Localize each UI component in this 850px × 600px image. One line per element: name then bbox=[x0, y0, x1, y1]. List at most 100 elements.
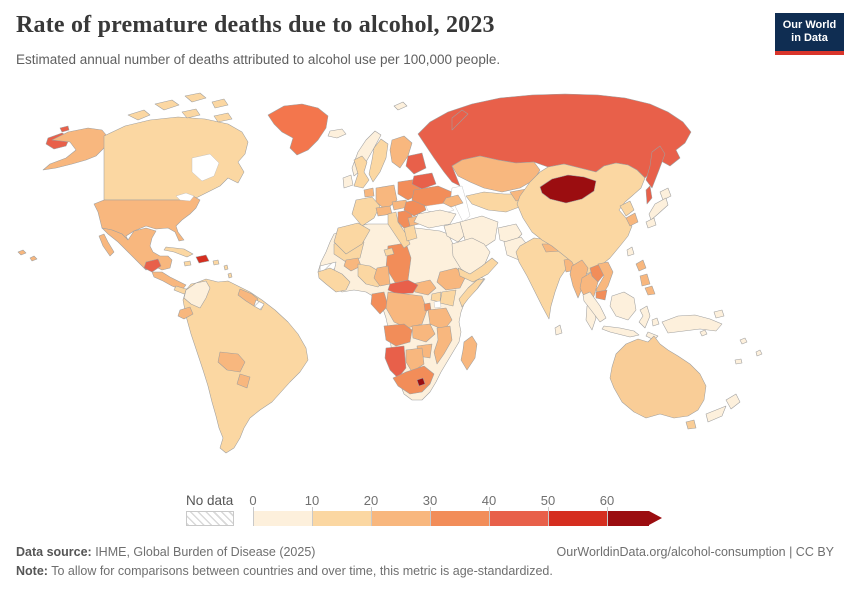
region-taiwan[interactable] bbox=[626, 246, 635, 257]
region-sri-lanka[interactable] bbox=[554, 324, 563, 336]
legend-bin-20-30[interactable] bbox=[371, 511, 430, 526]
region-svalbard[interactable] bbox=[393, 101, 408, 111]
region-iberia[interactable] bbox=[333, 222, 371, 255]
region-canada-arctic[interactable] bbox=[213, 112, 233, 123]
region-yemen-oman[interactable] bbox=[457, 257, 499, 283]
region-hawaii[interactable] bbox=[29, 255, 38, 262]
region-canada-arctic[interactable] bbox=[154, 99, 180, 111]
region-indonesia-java[interactable] bbox=[601, 325, 640, 338]
legend-bin-60-plus[interactable] bbox=[607, 511, 649, 526]
region-central-african-republic[interactable] bbox=[387, 279, 419, 295]
region-canada[interactable] bbox=[103, 116, 249, 201]
region-japan-kyushu[interactable] bbox=[645, 217, 657, 229]
region-japan-hokkaido[interactable] bbox=[659, 187, 672, 201]
region-hispaniola[interactable] bbox=[195, 254, 210, 264]
region-drc[interactable] bbox=[385, 291, 428, 329]
region-new-zealand-south[interactable] bbox=[705, 405, 727, 423]
region-madagascar[interactable] bbox=[460, 335, 478, 371]
region-caucasus[interactable] bbox=[442, 194, 464, 208]
region-burkina-faso[interactable] bbox=[343, 257, 362, 272]
region-united-kingdom[interactable] bbox=[353, 155, 370, 189]
region-canada-arctic[interactable] bbox=[181, 108, 201, 119]
region-guatemala[interactable] bbox=[143, 258, 162, 273]
region-tanzania[interactable] bbox=[427, 307, 453, 331]
region-antilles[interactable] bbox=[227, 272, 233, 279]
region-south-africa[interactable] bbox=[392, 365, 435, 395]
legend-bin-10-20[interactable] bbox=[312, 511, 371, 526]
region-hawaii[interactable] bbox=[17, 249, 27, 256]
legend-bin-40-50[interactable] bbox=[489, 511, 548, 526]
region-turkey[interactable] bbox=[413, 209, 457, 229]
region-myanmar[interactable] bbox=[569, 259, 589, 299]
owid-logo[interactable]: Our World in Data bbox=[775, 13, 844, 55]
region-south-america[interactable] bbox=[182, 278, 309, 454]
region-new-zealand-north[interactable] bbox=[725, 393, 741, 410]
region-cameroon[interactable] bbox=[373, 265, 391, 287]
region-cuba[interactable] bbox=[163, 246, 194, 258]
region-pacific-islands[interactable] bbox=[755, 349, 763, 357]
region-japan-honshu[interactable] bbox=[648, 197, 669, 221]
region-gabon-congo[interactable] bbox=[370, 291, 389, 315]
region-mongolia[interactable] bbox=[539, 174, 597, 204]
region-indonesia-borneo[interactable] bbox=[609, 291, 637, 321]
no-data-swatch[interactable] bbox=[186, 511, 234, 526]
region-zambia[interactable] bbox=[411, 323, 436, 343]
region-somalia[interactable] bbox=[458, 278, 485, 308]
legend-bin-50-60[interactable] bbox=[548, 511, 607, 526]
legend-bin-30-40[interactable] bbox=[430, 511, 489, 526]
region-antilles[interactable] bbox=[223, 264, 229, 271]
region-belarus[interactable] bbox=[411, 172, 437, 190]
region-angola[interactable] bbox=[383, 323, 413, 347]
region-pacific-islands[interactable] bbox=[699, 329, 708, 337]
region-indonesia-moluccas[interactable] bbox=[651, 317, 660, 327]
region-central-america[interactable] bbox=[151, 271, 187, 291]
region-kenya[interactable] bbox=[439, 289, 457, 307]
region-french-guiana-nodata[interactable] bbox=[253, 299, 265, 311]
region-west-africa[interactable] bbox=[317, 267, 351, 293]
region-colombia[interactable] bbox=[183, 280, 211, 309]
region-puerto-rico[interactable] bbox=[212, 259, 220, 266]
credit-link[interactable]: OurWorldinData.org/alcohol-consumption |… bbox=[556, 545, 834, 559]
region-pacific-islands[interactable] bbox=[734, 358, 743, 365]
region-lesotho[interactable] bbox=[416, 377, 426, 387]
region-mexico[interactable] bbox=[101, 227, 173, 271]
region-france[interactable] bbox=[351, 196, 381, 227]
region-indonesia-sumatra[interactable] bbox=[582, 291, 607, 323]
region-mexico-baja[interactable] bbox=[98, 233, 115, 257]
region-mozambique[interactable] bbox=[433, 325, 453, 365]
region-greece[interactable] bbox=[403, 224, 418, 242]
region-finland[interactable] bbox=[389, 135, 413, 169]
region-russia-novaya-zemlya[interactable] bbox=[451, 109, 469, 131]
region-iceland[interactable] bbox=[327, 128, 347, 139]
region-germany[interactable] bbox=[375, 184, 398, 211]
region-canada-arctic[interactable] bbox=[211, 98, 229, 109]
region-new-britain[interactable] bbox=[713, 309, 725, 319]
region-jamaica[interactable] bbox=[183, 260, 192, 267]
region-tasmania[interactable] bbox=[685, 419, 697, 430]
region-greenland[interactable] bbox=[267, 103, 329, 156]
legend-bin-0-10[interactable] bbox=[253, 511, 312, 526]
region-paraguay[interactable] bbox=[236, 373, 251, 389]
region-ecuador[interactable] bbox=[177, 306, 194, 320]
region-sicily[interactable] bbox=[383, 247, 395, 257]
region-canada-arctic[interactable] bbox=[184, 92, 207, 103]
region-baltics[interactable] bbox=[405, 152, 427, 175]
region-papua-new-guinea[interactable] bbox=[661, 314, 723, 334]
region-australia[interactable] bbox=[609, 335, 707, 419]
region-italy[interactable] bbox=[387, 211, 411, 249]
region-south-korea[interactable] bbox=[625, 212, 639, 227]
region-cambodia[interactable] bbox=[595, 289, 608, 301]
region-russia-chukotka-sliver[interactable] bbox=[59, 125, 70, 133]
region-bolivia[interactable] bbox=[217, 351, 246, 373]
region-canada-arctic[interactable] bbox=[127, 109, 151, 121]
region-philippines[interactable] bbox=[639, 273, 651, 287]
region-north-korea[interactable] bbox=[619, 200, 635, 217]
region-benelux[interactable] bbox=[363, 187, 375, 198]
region-indonesia-sulawesi[interactable] bbox=[638, 305, 651, 329]
region-alaska[interactable] bbox=[42, 127, 108, 171]
region-sweden[interactable] bbox=[368, 138, 389, 183]
region-ethiopia[interactable] bbox=[436, 267, 467, 291]
region-philippines[interactable] bbox=[635, 259, 647, 272]
region-pacific-islands[interactable] bbox=[739, 337, 748, 345]
region-russia-sakhalin[interactable] bbox=[645, 185, 653, 205]
